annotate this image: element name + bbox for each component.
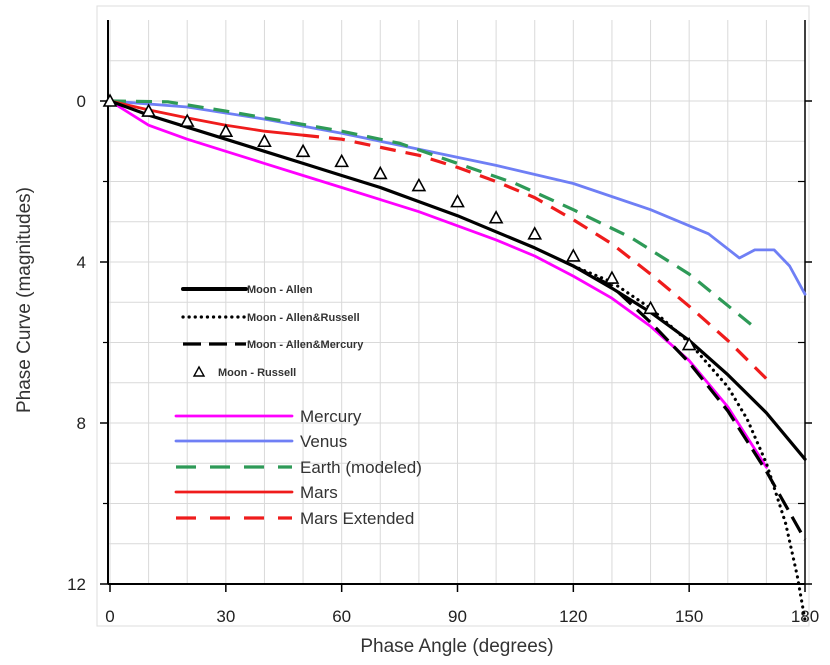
series-point-moon-russell-120 xyxy=(565,248,581,262)
series-point-moon-russell-10 xyxy=(141,103,156,117)
series-point-moon-russell-100 xyxy=(488,210,504,224)
legend-label-earth-modeled: Earth (modeled) xyxy=(300,458,422,477)
series-point-moon-russell-110 xyxy=(527,226,543,240)
x-tick-label-180: 180 xyxy=(791,607,819,626)
legend-label-mars: Mars xyxy=(300,483,338,502)
legend-label-venus: Venus xyxy=(300,432,347,451)
x-tick-label-150: 150 xyxy=(675,607,703,626)
y-tick-label-0: 0 xyxy=(77,92,86,111)
series-point-moon-russell-20 xyxy=(179,113,195,127)
y-tick-label-12: 12 xyxy=(67,575,86,594)
y-axis-title: Phase Curve (magnitudes) xyxy=(14,187,35,413)
legend-label-mars-extended: Mars Extended xyxy=(300,509,414,528)
series-point-moon-russell-70 xyxy=(372,165,388,180)
x-tick-label-120: 120 xyxy=(559,607,587,626)
x-tick-label-0: 0 xyxy=(105,607,114,626)
series-point-moon-russell-30 xyxy=(218,123,234,137)
x-axis-title: Phase Angle (degrees) xyxy=(360,636,553,657)
series-point-moon-russell-130 xyxy=(604,270,620,284)
legend-label-moon-allen-russell: Moon - Allen&Russell xyxy=(247,312,360,324)
series-line-earth-modeled xyxy=(109,99,752,326)
series-line-mars xyxy=(108,99,305,137)
legend: Moon - Allen Moon - Allen&Russell Moon - A… xyxy=(174,284,422,528)
series-layer xyxy=(102,93,807,622)
x-tick-label-30: 30 xyxy=(216,607,235,626)
legend-label-moon-allen-mercury: Moon - Allen&Mercury xyxy=(247,339,364,351)
x-tick-label-60: 60 xyxy=(332,607,351,626)
series-line-mars-extended xyxy=(302,133,768,380)
series-point-moon-russell-50 xyxy=(295,143,311,158)
series-point-moon-russell-40 xyxy=(257,133,272,148)
legend-label-mercury: Mercury xyxy=(300,407,362,426)
x-tick-label-90: 90 xyxy=(448,607,467,626)
series-line-moon-allen-mercury xyxy=(572,264,807,541)
series-point-moon-russell-80 xyxy=(411,177,427,192)
series-line-mercury xyxy=(108,99,768,469)
series-point-moon-russell-60 xyxy=(334,153,350,168)
series-point-moon-russell-150 xyxy=(681,336,697,351)
series-point-moon-russell-0 xyxy=(102,93,118,107)
legend-label-moon-allen: Moon - Allen xyxy=(247,284,313,296)
series-point-moon-russell-140 xyxy=(643,300,658,315)
y-tick-label-8: 8 xyxy=(77,414,86,433)
legend-swatch-moon-russell xyxy=(192,365,206,377)
y-tick-label-4: 4 xyxy=(77,253,86,272)
series-point-moon-russell-90 xyxy=(450,193,465,208)
legend-label-moon-russell: Moon - Russell xyxy=(218,367,296,379)
